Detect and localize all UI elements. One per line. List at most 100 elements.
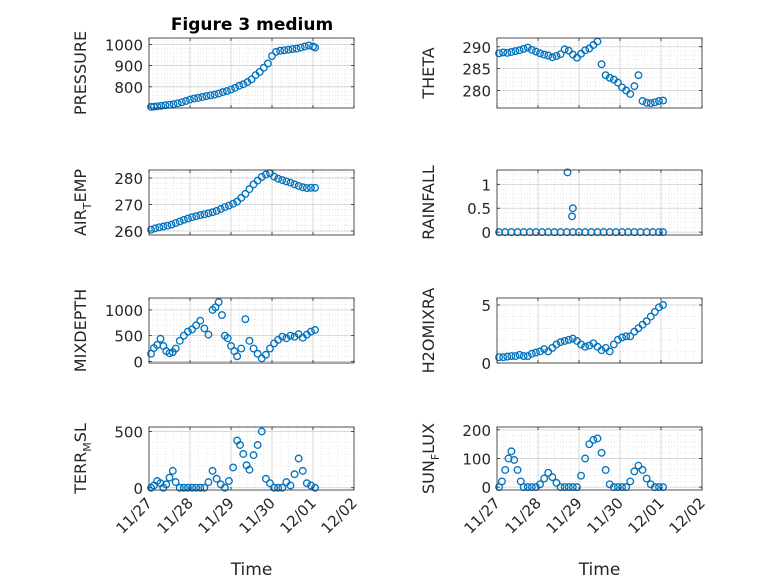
x-tick-label: 11/30 — [584, 494, 627, 537]
axes-box — [496, 169, 703, 236]
data-point — [179, 483, 188, 492]
data-point — [573, 53, 581, 62]
data-point — [233, 352, 242, 361]
data-point — [300, 42, 309, 51]
data-point — [245, 465, 254, 474]
y-tick-label: 1000 — [105, 36, 143, 54]
data-point — [272, 47, 281, 56]
subplot-air-temp: 260 270 280 AIRTEMP — [71, 169, 355, 241]
data-point — [183, 327, 192, 336]
y-axis-label-main: MIXDEPTH — [71, 289, 90, 372]
data-point — [153, 102, 162, 111]
data-point — [593, 434, 602, 443]
data-point — [224, 477, 233, 485]
data-point — [216, 205, 225, 213]
data-point — [171, 478, 180, 487]
x-tick-label: 11/28 — [502, 494, 545, 537]
data-point — [175, 217, 184, 226]
data-point — [147, 225, 155, 234]
data-point — [552, 51, 561, 60]
data-point — [659, 301, 667, 309]
data-point — [290, 180, 299, 189]
figure-title: Figure 3 medium — [171, 15, 333, 35]
x-tick-label: 12/01 — [625, 494, 668, 537]
data-point — [247, 75, 256, 84]
axes-box — [496, 37, 703, 109]
axes-box — [148, 37, 355, 109]
data-point — [224, 201, 233, 210]
y-axis-label-rest: LUX — [419, 423, 438, 454]
data-point — [659, 483, 667, 492]
data-point — [552, 478, 561, 487]
data-point — [229, 463, 237, 472]
data-point — [564, 335, 573, 344]
data-point — [231, 83, 240, 92]
data-point — [511, 352, 520, 360]
data-point — [597, 448, 606, 457]
subplot-terr-msl: 0 500 TERRMSL 11/2711/2811/2911/3012/0112/0… — [71, 423, 361, 580]
data-point — [581, 342, 590, 351]
y-axis-label-subscript: T — [81, 202, 94, 210]
y-tick-label: 280 — [114, 170, 143, 188]
data-point — [229, 199, 237, 208]
y-axis-label-subscript: M — [81, 442, 94, 452]
data-point — [605, 347, 614, 356]
y-tick-label: 0 — [133, 480, 143, 498]
data-point — [501, 466, 510, 474]
data-point — [200, 483, 209, 492]
data-point — [163, 221, 172, 230]
data-point — [255, 67, 264, 76]
data-point — [507, 352, 516, 360]
data-point — [218, 88, 227, 97]
y-tick-label: 200 — [462, 422, 491, 440]
data-point — [186, 95, 194, 104]
data-point — [188, 213, 196, 222]
x-tick-label: 11/28 — [154, 494, 197, 537]
data-point — [507, 48, 516, 56]
y-axis-label-rest: EMP — [71, 169, 90, 203]
data-point — [609, 483, 618, 492]
data-point — [286, 331, 295, 340]
data-point — [311, 183, 319, 192]
data-point — [597, 60, 606, 69]
data-point — [206, 91, 215, 100]
data-point — [171, 219, 180, 228]
y-axis-label-main: H2OMIXRA — [419, 288, 438, 374]
data-point — [497, 477, 506, 486]
data-point — [519, 483, 528, 492]
data-point — [214, 298, 223, 307]
axes-background — [497, 170, 702, 235]
y-tick-label: 100 — [462, 451, 491, 469]
data-point — [204, 478, 213, 487]
data-point — [227, 85, 235, 94]
data-point — [302, 184, 311, 192]
data-point — [527, 483, 536, 492]
data-point — [155, 223, 164, 232]
data-point — [212, 474, 221, 483]
data-point — [212, 206, 221, 215]
subplot-h2omixra: 0 5 H2OMIXRA — [419, 288, 703, 374]
data-point — [540, 474, 549, 483]
data-point — [261, 350, 270, 359]
y-tick-label: 0 — [133, 353, 143, 371]
data-point — [618, 483, 626, 492]
y-tick-label: 900 — [114, 58, 143, 76]
data-point — [519, 352, 528, 360]
data-point — [188, 325, 196, 334]
data-point — [523, 483, 532, 492]
data-point — [175, 483, 184, 492]
data-point — [311, 326, 319, 334]
data-point — [634, 71, 643, 80]
data-point — [278, 483, 287, 492]
data-point — [556, 483, 565, 492]
data-point — [630, 467, 639, 476]
y-tick-label: 0 — [481, 355, 491, 373]
data-point — [532, 47, 540, 56]
y-tick-label: 285 — [462, 61, 491, 79]
y-axis-label-main: SUN — [419, 460, 438, 494]
subplot-pressure: 800 900 1000 PRESSURE — [71, 31, 355, 115]
y-tick-label: 280 — [462, 83, 491, 101]
data-point — [577, 471, 585, 480]
x-axis-label: Time — [230, 560, 273, 580]
data-point — [618, 333, 626, 342]
